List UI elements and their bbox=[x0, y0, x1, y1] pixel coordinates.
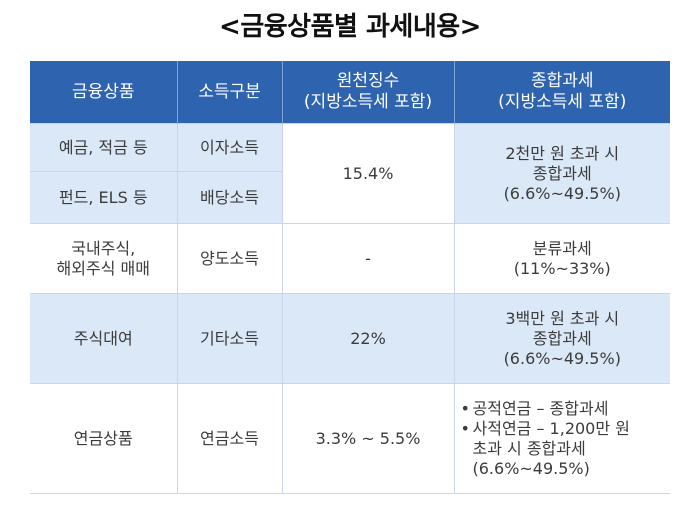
table-row-stock: 국내주식, 해외주식 매매 양도소득 - 분류과세 (11%~33%) bbox=[30, 223, 670, 294]
bullet-icon: • bbox=[460, 418, 470, 438]
cell-product-fund: 펀드, ELS 등 bbox=[30, 171, 178, 224]
text-line: 해외주식 매매 bbox=[56, 258, 150, 278]
bullet-icon: • bbox=[460, 398, 470, 418]
table-row-pension: 연금상품 연금소득 3.3% ~ 5.5% • 공적연금 – 종합과세 • 사적… bbox=[30, 383, 670, 494]
table-row-deposit: 예금, 적금 등 이자소득 15.4% 2천만 원 초과 시 종합과세 (6.6… bbox=[30, 123, 670, 224]
table-row-lending: 주식대여 기타소득 22% 3백만 원 초과 시 종합과세 (6.6%~49.5… bbox=[30, 293, 670, 384]
page-title: <금융상품별 과세내용> bbox=[219, 12, 481, 42]
text-line: (6.6%~49.5%) bbox=[503, 183, 621, 203]
tax-table: 금융상품 소득구분 원천징수 (지방소득세 포함) 종합과세 (지방소득세 포함… bbox=[30, 61, 670, 494]
cell-product-deposit: 예금, 적금 등 bbox=[30, 123, 178, 172]
table-row-fund: 펀드, ELS 등 배당소득 bbox=[30, 171, 670, 224]
header-income-type: 소득구분 bbox=[176, 61, 283, 124]
cell-income-lending: 기타소득 bbox=[176, 293, 283, 384]
cell-comprehensive-interest: 2천만 원 초과 시 종합과세 (6.6%~49.5%) bbox=[453, 123, 670, 224]
text-line: 분류과세 bbox=[532, 238, 592, 258]
cell-income-pension: 연금소득 bbox=[176, 383, 283, 494]
bullet-text: 공적연금 – 종합과세 bbox=[472, 398, 609, 418]
text-line: (11%~33%) bbox=[513, 258, 611, 278]
bullet-item: • 공적연금 – 종합과세 bbox=[461, 399, 667, 419]
cell-income-deposit: 이자소득 bbox=[176, 123, 283, 172]
cell-comprehensive-lending: 3백만 원 초과 시 종합과세 (6.6%~49.5%) bbox=[453, 293, 670, 384]
cell-product-lending: 주식대여 bbox=[30, 293, 178, 384]
header-withholding: 원천징수 (지방소득세 포함) bbox=[281, 61, 455, 124]
header-comprehensive: 종합과세 (지방소득세 포함) bbox=[453, 61, 670, 124]
cell-product-pension: 연금상품 bbox=[30, 383, 178, 494]
text-line: 3백만 원 초과 시 bbox=[505, 308, 620, 328]
cell-product-stock: 국내주식, 해외주식 매매 bbox=[30, 223, 178, 294]
cell-comprehensive-stock: 분류과세 (11%~33%) bbox=[453, 223, 670, 294]
cell-comprehensive-pension: • 공적연금 – 종합과세 • 사적연금 – 1,200만 원 초과 시 종합과… bbox=[453, 383, 670, 494]
cell-withholding-interest: 15.4% bbox=[281, 123, 455, 224]
text-line: 종합과세 bbox=[532, 328, 592, 348]
text-line: 종합과세 bbox=[532, 163, 592, 183]
cell-withholding-stock: - bbox=[281, 223, 455, 294]
bullet-item: • 사적연금 – 1,200만 원 초과 시 종합과세 (6.6%~49.5%) bbox=[461, 419, 667, 479]
cell-withholding-pension: 3.3% ~ 5.5% bbox=[281, 383, 455, 494]
cell-withholding-lending: 22% bbox=[281, 293, 455, 384]
header-row: 금융상품 소득구분 원천징수 (지방소득세 포함) 종합과세 (지방소득세 포함… bbox=[30, 61, 670, 124]
text-line: (6.6%~49.5%) bbox=[503, 348, 621, 368]
bullet-text: 사적연금 – 1,200만 원 초과 시 종합과세 (6.6%~49.5%) bbox=[472, 418, 630, 478]
text-line: 2천만 원 초과 시 bbox=[505, 143, 620, 163]
text-line: 국내주식, bbox=[71, 238, 136, 258]
cell-income-stock: 양도소득 bbox=[176, 223, 283, 294]
header-product: 금융상품 bbox=[30, 61, 178, 124]
cell-income-fund: 배당소득 bbox=[176, 171, 282, 224]
